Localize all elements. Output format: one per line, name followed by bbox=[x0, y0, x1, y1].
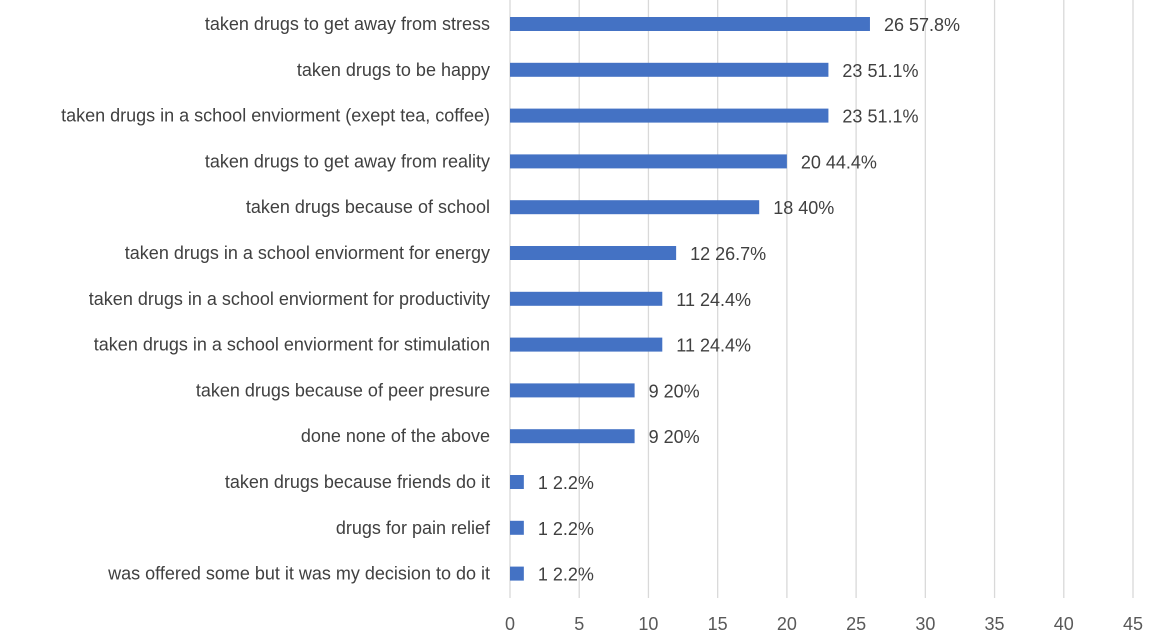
x-tick-label: 35 bbox=[985, 614, 1005, 634]
data-labels: 26 57.8% 23 51.1% 23 51.1% 20 44.4% 18 40% 12… bbox=[538, 15, 960, 585]
bar bbox=[510, 475, 524, 489]
bar bbox=[510, 337, 663, 352]
bar bbox=[510, 246, 677, 260]
data-label: 20 44.4% bbox=[801, 152, 877, 172]
data-label: 9 20% bbox=[649, 381, 700, 401]
bar bbox=[510, 566, 524, 581]
category-label: taken drugs in a school enviorment for p… bbox=[89, 289, 490, 309]
data-label: 23 51.1% bbox=[842, 107, 918, 127]
data-label: 12 26.7% bbox=[690, 244, 766, 264]
data-label: 1 2.2% bbox=[538, 565, 594, 585]
data-label: 11 24.4% bbox=[676, 290, 751, 310]
category-label: taken drugs because friends do it bbox=[225, 472, 490, 492]
x-tick-label: 10 bbox=[638, 614, 658, 634]
x-tick-label: 5 bbox=[574, 614, 584, 634]
bar bbox=[510, 17, 870, 31]
category-label: taken drugs because of school bbox=[246, 197, 490, 217]
category-label: taken drugs to be happy bbox=[297, 60, 490, 80]
bar bbox=[510, 291, 663, 306]
x-tick-label: 0 bbox=[505, 614, 515, 634]
category-label: was offered some but it was my decision … bbox=[107, 564, 490, 584]
x-tick-label: 25 bbox=[846, 614, 866, 634]
x-tick-label: 15 bbox=[708, 614, 728, 634]
data-label: 9 20% bbox=[649, 427, 700, 447]
bar bbox=[510, 383, 635, 398]
bar bbox=[510, 429, 635, 444]
category-label: done none of the above bbox=[301, 426, 490, 446]
bar bbox=[510, 154, 787, 169]
data-label: 11 24.4% bbox=[676, 336, 751, 356]
category-label: taken drugs in a school enviorment (exep… bbox=[61, 106, 490, 126]
x-tick-label: 30 bbox=[915, 614, 935, 634]
x-tick-label: 45 bbox=[1123, 614, 1143, 634]
bar bbox=[510, 62, 829, 77]
x-tick-label: 20 bbox=[777, 614, 797, 634]
x-axis-tick-labels: 0 5 10 15 20 25 30 35 40 45 bbox=[505, 614, 1143, 634]
data-label: 26 57.8% bbox=[884, 15, 960, 35]
bar bbox=[510, 200, 760, 215]
gridlines bbox=[509, 0, 1134, 598]
category-labels: taken drugs to get away from stress taken… bbox=[61, 14, 491, 584]
category-label: taken drugs in a school enviorment for s… bbox=[94, 335, 490, 355]
data-label: 18 40% bbox=[773, 198, 834, 218]
category-label: taken drugs to get away from stress bbox=[205, 14, 490, 34]
category-label: taken drugs because of peer presure bbox=[196, 380, 490, 400]
bar bbox=[510, 108, 829, 123]
x-tick-label: 40 bbox=[1054, 614, 1074, 634]
category-label: taken drugs in a school enviorment for e… bbox=[125, 243, 490, 263]
data-label: 23 51.1% bbox=[842, 61, 918, 81]
category-label: taken drugs to get away from reality bbox=[205, 151, 490, 171]
category-label: drugs for pain relief bbox=[336, 518, 491, 538]
bar bbox=[510, 520, 524, 535]
data-label: 1 2.2% bbox=[538, 473, 594, 493]
data-label: 1 2.2% bbox=[538, 519, 594, 539]
bars bbox=[510, 17, 870, 581]
